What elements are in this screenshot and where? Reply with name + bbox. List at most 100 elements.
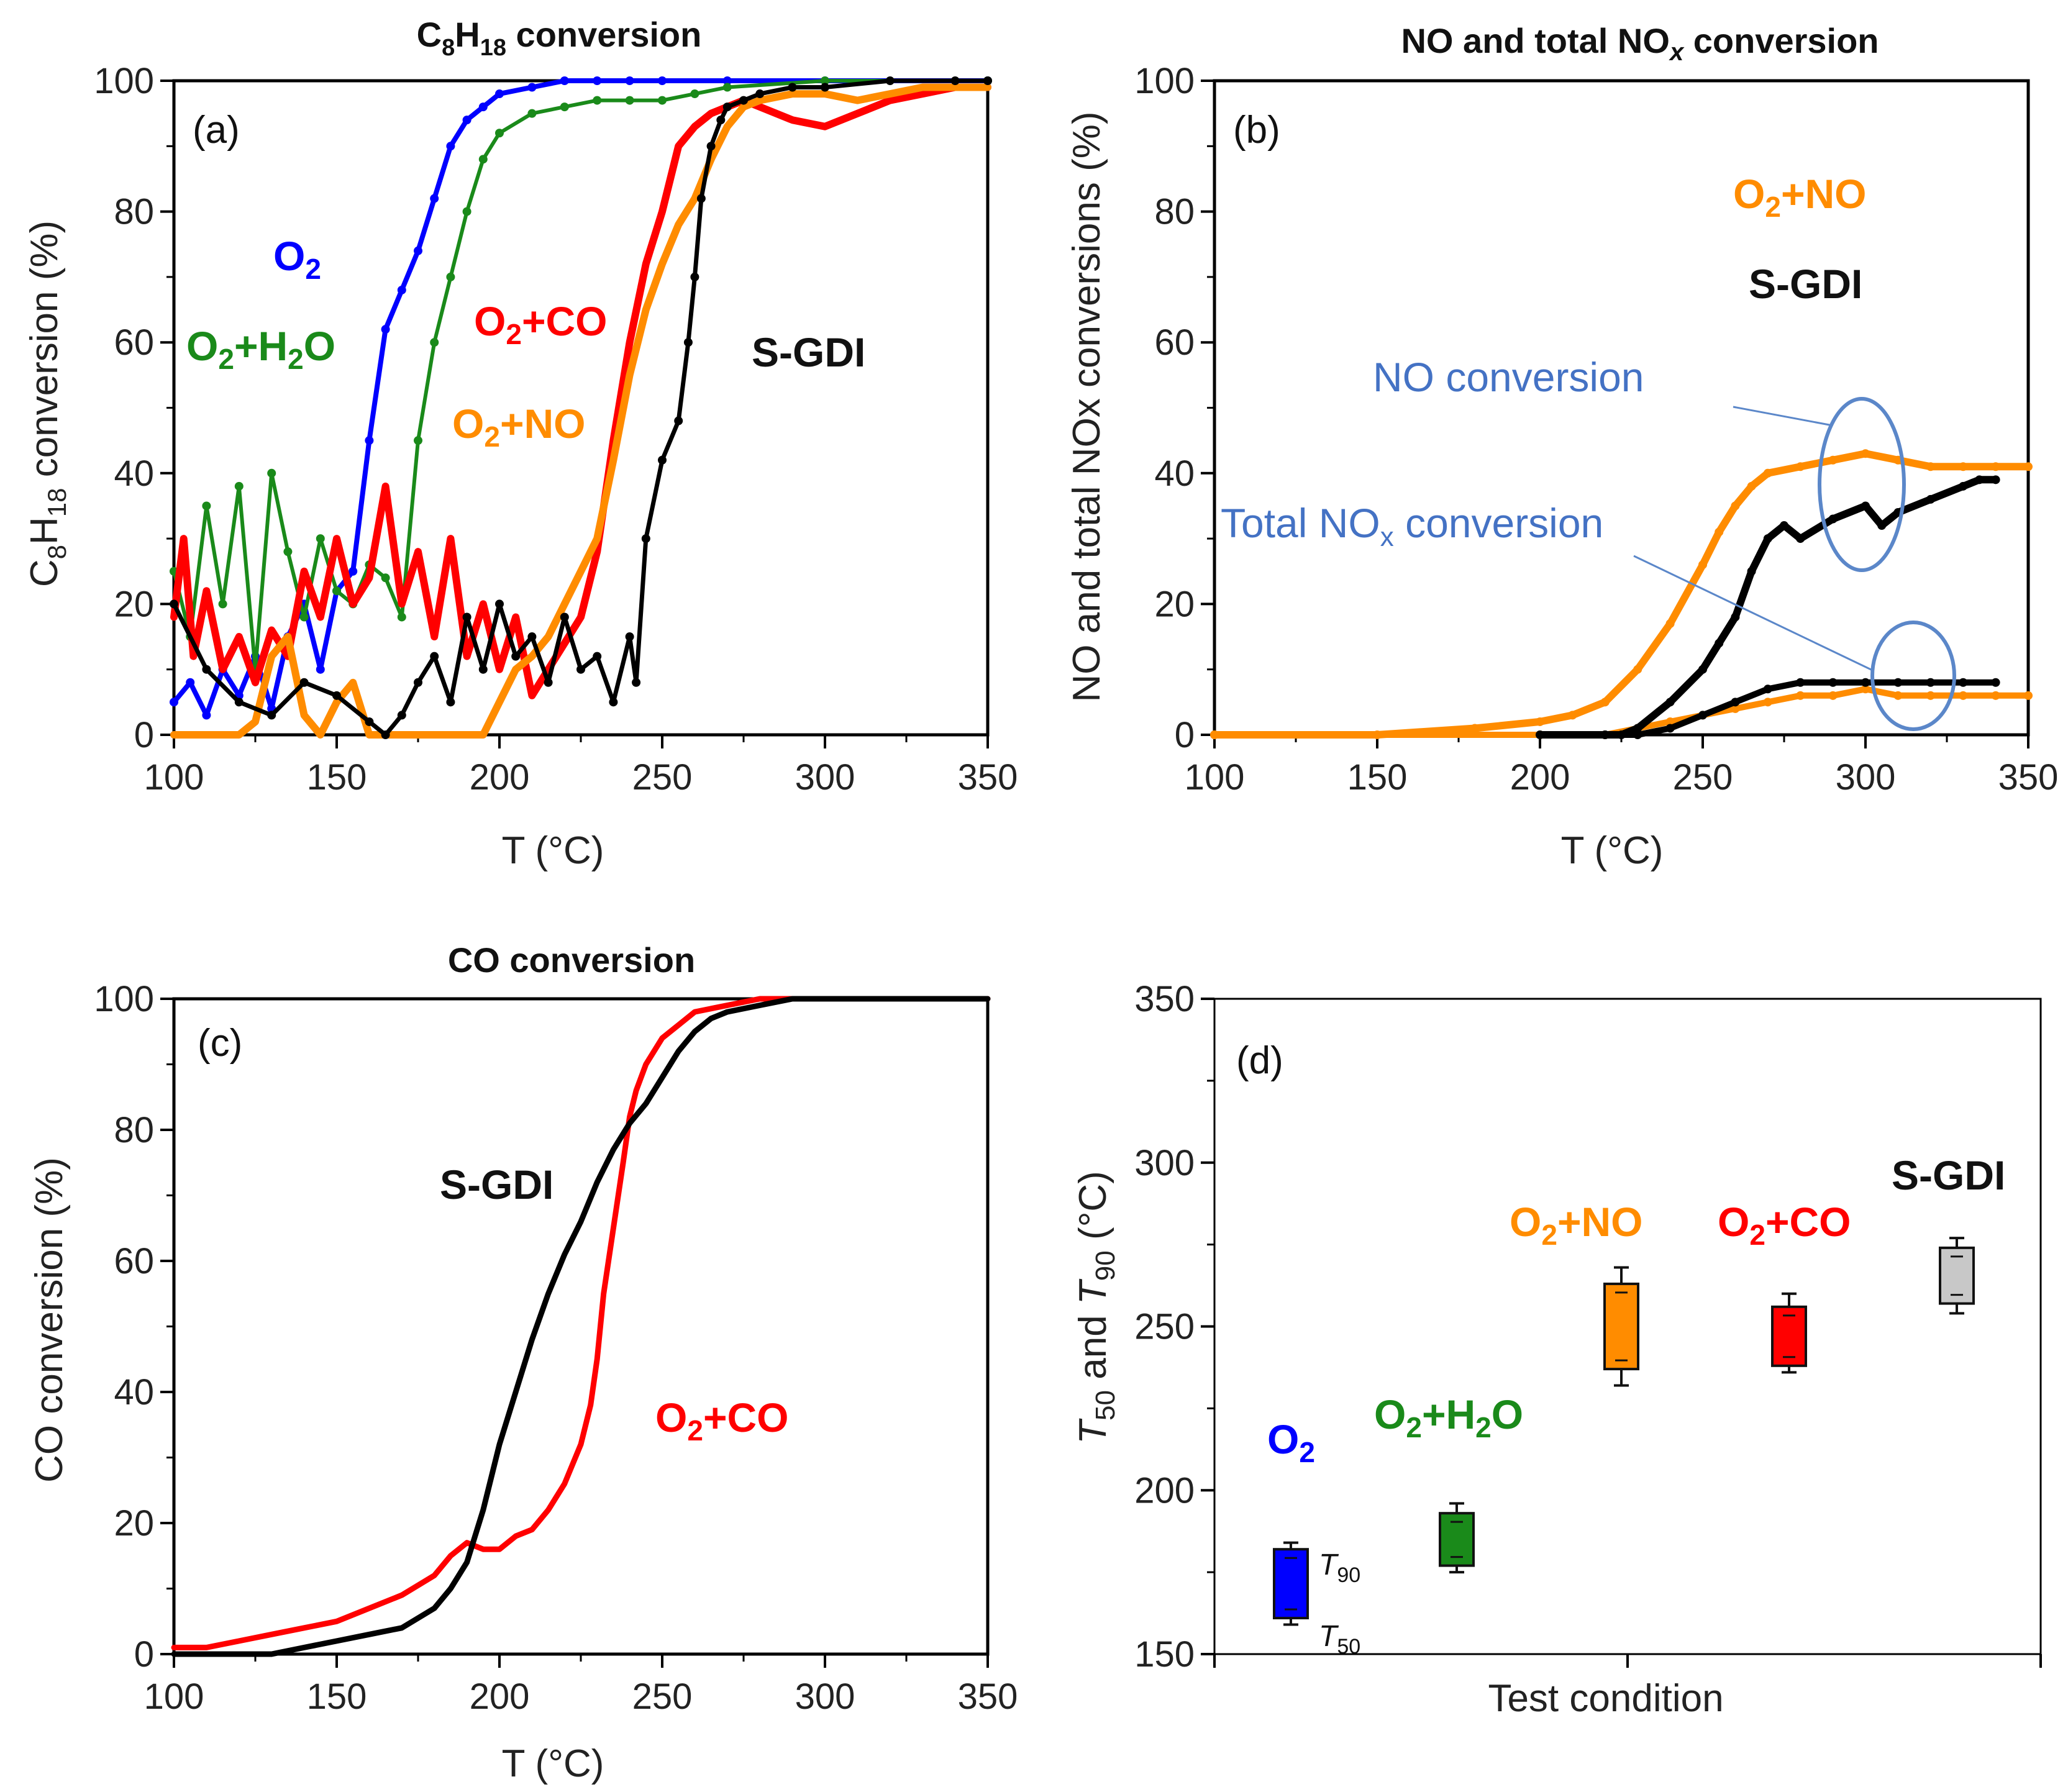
data-point: [1893, 678, 1903, 687]
panel-d: 150 200 250 300 350 (d) Test condition T50 a…: [1072, 979, 2042, 1720]
leader-line-no: [1733, 406, 1833, 427]
data-point: [414, 436, 422, 445]
data-point: [593, 76, 602, 85]
data-point: [1568, 711, 1577, 720]
data-point: [625, 632, 634, 642]
panel-b-label: (b): [1233, 109, 1280, 152]
data-point: [658, 455, 667, 465]
data-point: [1698, 665, 1707, 674]
data-point: [527, 83, 537, 92]
y-tick-label: 0: [134, 715, 154, 755]
y-tick-label: 60: [114, 322, 154, 363]
data-point: [397, 612, 406, 622]
data-point: [527, 109, 537, 118]
x-tick-label: 200: [1510, 757, 1570, 798]
data-point: [1763, 468, 1772, 478]
data-point: [1665, 717, 1675, 726]
data-point: [495, 89, 504, 99]
x-tick-label: 350: [1998, 757, 2059, 798]
annotation-d-s-gdi: S-GDI: [1892, 1152, 2005, 1198]
data-point: [430, 194, 439, 203]
y-tick-label: 100: [1134, 61, 1195, 101]
box-o2-no: [1603, 1282, 1639, 1371]
data-point: [332, 691, 341, 700]
data-point: [658, 76, 667, 85]
annotation-d-o2-no: O2+NO: [1510, 1199, 1642, 1251]
data-point: [267, 468, 276, 478]
data-point: [234, 698, 244, 707]
panel-d-ylabel: T50 and T90 (°C): [1072, 1171, 1121, 1444]
data-point: [1959, 481, 1968, 491]
data-point: [170, 599, 178, 609]
annotation-d-o2: O2: [1267, 1416, 1315, 1468]
y-tick-label: 40: [114, 1372, 154, 1412]
box-o2: [1273, 1548, 1309, 1619]
x-tick-label: 250: [632, 757, 693, 798]
data-point: [821, 76, 829, 85]
box-label-t90: T90: [1319, 1549, 1360, 1587]
data-point: [414, 246, 422, 255]
plot-c: 0 20 40 60 80 100 100 150 200 250 300 350: [94, 979, 1018, 1717]
data-point: [299, 612, 309, 622]
data-point: [1796, 678, 1805, 687]
data-point: [560, 102, 569, 112]
data-point: [299, 678, 309, 687]
series-line-s-gdi: [171, 996, 991, 1657]
data-point: [1665, 698, 1675, 707]
annotation-c-o2-co: O2+CO: [655, 1394, 788, 1447]
data-point: [950, 76, 960, 85]
x-tick-label: 150: [307, 1676, 367, 1717]
data-point: [560, 76, 569, 85]
data-point: [1861, 449, 1870, 458]
plot-frame: [172, 997, 990, 1656]
plot-a: 0 20 40 60 80 100 100 150 200 250 300 350: [94, 61, 1018, 798]
data-point: [1796, 462, 1805, 471]
x-tick-label: 350: [958, 757, 1018, 798]
data-point: [696, 194, 706, 203]
data-point: [186, 678, 195, 687]
y-tick-label: 60: [114, 1241, 154, 1281]
data-point: [495, 129, 504, 138]
panel-b-xlabel: T (°C): [1561, 829, 1664, 872]
data-point: [1731, 698, 1740, 707]
data-point: [576, 665, 585, 674]
data-point: [1861, 678, 1870, 687]
data-point: [716, 116, 726, 125]
panel-c-label: (c): [198, 1022, 242, 1065]
annotation-a-o2-h2o: O2+H2O: [186, 323, 335, 375]
data-point: [348, 566, 358, 576]
data-point: [1796, 534, 1805, 544]
panel-b-title: NO and total NOx conversion: [1401, 21, 1879, 66]
series-line-o2-h2o: [172, 79, 990, 671]
data-point: [1828, 455, 1838, 465]
x-tick-label: 200: [470, 1676, 530, 1717]
data-point: [527, 632, 537, 642]
x-tick-label: 150: [1347, 757, 1408, 798]
data-point: [690, 272, 699, 281]
data-point: [478, 665, 488, 674]
panel-c-title: CO conversion: [448, 940, 695, 980]
x-tick-label: 250: [1673, 757, 1733, 798]
data-point: [593, 96, 602, 105]
data-point: [983, 76, 992, 85]
data-point: [332, 586, 341, 596]
x-tick-label: 100: [144, 757, 204, 798]
data-point: [1731, 704, 1740, 713]
data-point: [1210, 730, 1219, 739]
data-point: [1796, 691, 1805, 700]
data-point: [170, 698, 178, 707]
data-point: [478, 102, 488, 112]
data-point: [202, 501, 211, 511]
data-point: [1536, 717, 1544, 726]
series-line-o2-no: [170, 83, 991, 739]
box-o2-co: [1771, 1305, 1807, 1367]
data-point: [1731, 612, 1740, 622]
data-point: [739, 96, 748, 105]
data-point: [1991, 691, 2000, 700]
panel-a-ylabel: C8H18 conversion (%): [23, 221, 71, 587]
data-point: [1926, 462, 1935, 471]
y-tick-label: 100: [94, 979, 154, 1019]
y-tick-label: 0: [1175, 715, 1195, 755]
panel-a-xlabel: T (°C): [502, 829, 604, 872]
y-tick-label: 40: [1154, 453, 1195, 494]
